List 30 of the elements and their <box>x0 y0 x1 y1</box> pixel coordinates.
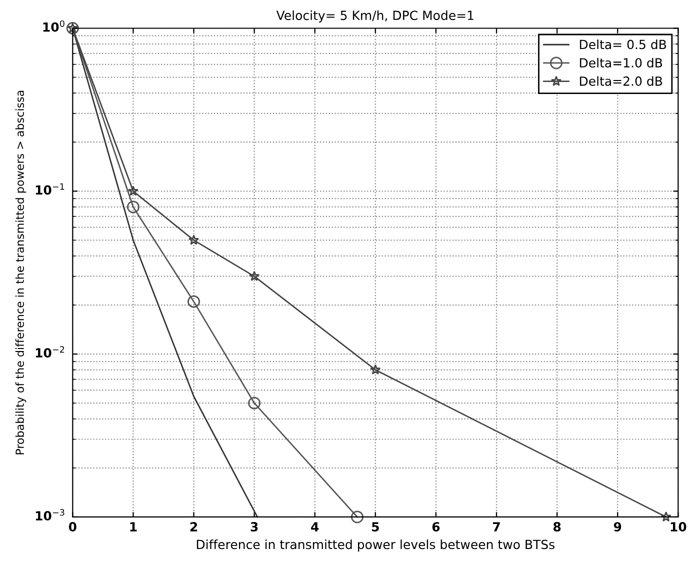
legend-label: Delta= 0.5 dB <box>580 40 666 50</box>
x-tick-label: 8 <box>553 522 561 532</box>
x-tick-label: 3 <box>250 522 258 532</box>
x-tick-label: 1 <box>130 522 137 532</box>
x-tick-label: 5 <box>372 522 379 532</box>
point <box>370 364 381 374</box>
x-tick-label: 0 <box>68 522 76 532</box>
point <box>128 186 139 196</box>
x-tick-label: 9 <box>614 522 622 532</box>
point <box>350 510 364 524</box>
point <box>248 396 261 410</box>
point <box>248 270 260 281</box>
y-tick-label: 10$^{0}$ <box>43 20 64 32</box>
legend-label: Delta=1.0 dB <box>580 58 662 68</box>
legend-label: Delta=2.0 dB <box>580 76 662 86</box>
point <box>188 234 200 245</box>
y-tick-label: 10$^{−3}$ <box>36 509 64 521</box>
y-axis-title: Probability of the difference in the transmitted powers > abscissa <box>15 90 26 454</box>
y-tick-label: 10$^{−2}$ <box>36 346 64 358</box>
y-tick-label: 10$^{−1}$ <box>36 183 64 195</box>
x-axis-title: Difference in transmitted power levels between two BTSs <box>196 539 554 552</box>
x-tick-label: 4 <box>311 522 319 532</box>
point <box>660 511 672 522</box>
point <box>126 200 140 214</box>
x-tick-label: 7 <box>492 522 500 532</box>
point <box>188 295 200 308</box>
x-tick-label: 2 <box>190 522 198 532</box>
x-tick-label: 6 <box>432 522 440 532</box>
chart-title: Velocity= 5 Km/h, DPC Mode=1 <box>276 10 474 23</box>
x-tick-label: 10 <box>670 522 686 532</box>
